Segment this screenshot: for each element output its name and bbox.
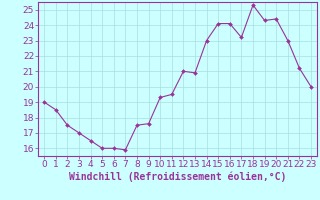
X-axis label: Windchill (Refroidissement éolien,°C): Windchill (Refroidissement éolien,°C): [69, 172, 286, 182]
